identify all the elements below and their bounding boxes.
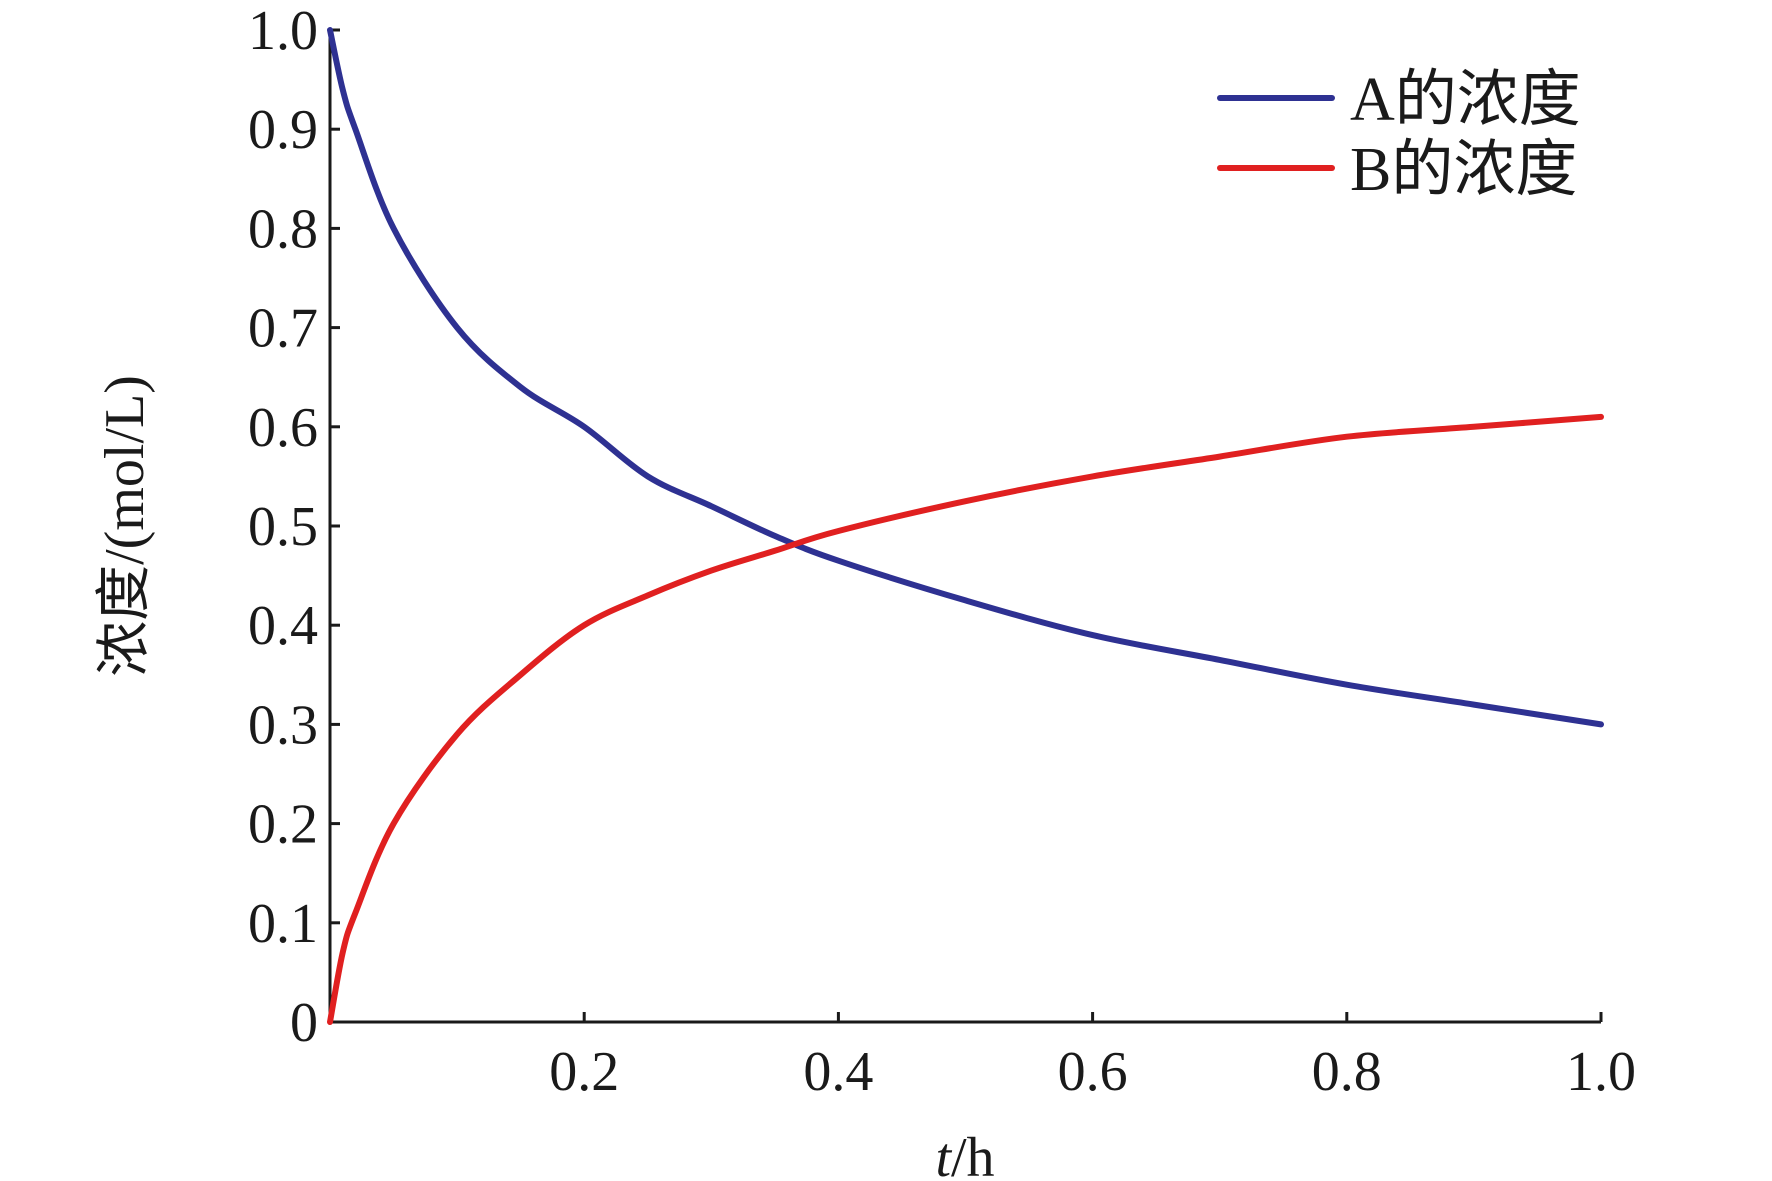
x-tick-label: 0.8 [1312,1041,1382,1103]
x-tick-label: 0.4 [803,1041,873,1103]
series-line-a [327,27,1604,728]
y-tick-label: 0.3 [248,694,318,756]
y-tick-label: 0.2 [248,794,318,856]
y-tick-label: 0 [290,992,318,1054]
legend-label-b: B的浓度 [1350,136,1577,204]
y-tick-label: 0.1 [248,893,318,955]
y-tick-label: 1.0 [248,0,318,62]
tick-labels: 0 0.1 0.2 0.3 0.4 0.5 0.6 0.7 0.8 0.9 1.0 0.2 0.4 0.6… [248,0,1636,1103]
legend-label-a: A的浓度 [1350,66,1581,134]
y-tick-label: 0.4 [248,595,318,657]
y-tick-label: 0.8 [248,198,318,260]
y-tick-label: 0.7 [248,298,318,360]
x-tick-label: 0.6 [1058,1041,1128,1103]
y-tick-label: 0.5 [248,496,318,558]
series-group [327,27,1604,1025]
y-axis-title: 浓度/(mol/L) [94,375,156,677]
x-axis-title: t/h [935,1127,994,1181]
series-line-b [327,413,1604,1025]
y-tick-label: 0.6 [248,397,318,459]
ticks [330,28,1603,1024]
y-tick-label: 0.9 [248,99,318,161]
x-tick-label: 1.0 [1566,1041,1636,1103]
x-tick-label: 0.2 [549,1041,619,1103]
